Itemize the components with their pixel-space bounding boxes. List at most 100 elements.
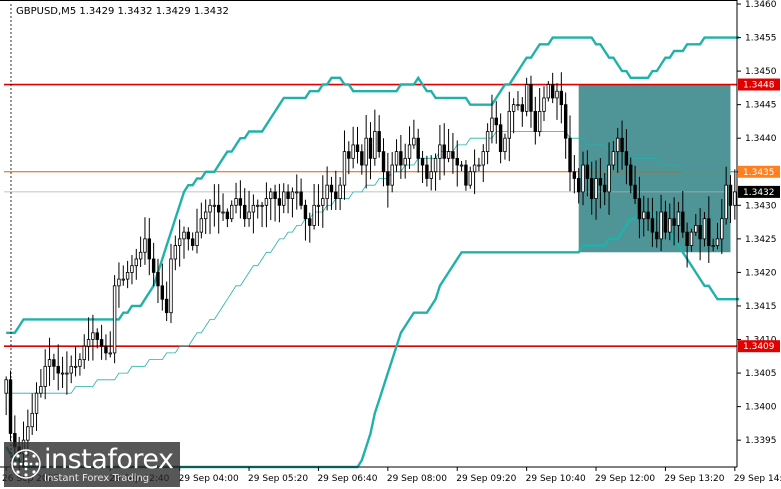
candle-body [177,238,182,246]
candle-body [312,204,316,226]
candle-body [464,164,468,186]
candle-body [277,198,282,206]
candle-body [581,164,585,193]
candle-body [620,137,624,153]
middle-price-label: 1.3435 [743,168,775,178]
candle-body [251,204,256,213]
x-tick-label: 29 Sep 08:00 [387,474,447,484]
candle-body [702,218,707,240]
candle-body [47,359,52,367]
y-tick-label: 1.3445 [745,101,777,111]
candle-body [130,265,134,273]
y-tick-label: 1.3405 [745,369,777,379]
candle-body [290,191,295,199]
candle-body [134,258,138,267]
candle-body [212,204,217,207]
candle-body [17,446,21,454]
y-tick-label: 1.3440 [745,134,777,144]
candle-body [555,90,559,99]
candle-body [99,339,104,347]
candle-body [78,359,82,367]
candle-body [347,151,351,159]
candle-body [282,191,286,206]
candle-body [611,151,616,166]
candle-body [642,211,646,220]
candle-body [442,144,446,159]
candle-body [60,372,65,375]
candle-body [381,151,386,173]
candle-body [234,198,238,206]
candle-body [360,151,364,166]
candle-body [104,345,108,354]
y-tick-label: 1.3395 [745,436,777,446]
candle-body [247,211,251,220]
candle-body [69,365,73,374]
candle-body [425,164,429,179]
candle-body [264,198,269,206]
candle-body [563,104,568,139]
candle-body [616,137,620,153]
candle-body [21,439,26,454]
candle-body [529,84,533,112]
candle-body [34,392,39,414]
candle-body [52,359,56,367]
candle-body [338,184,342,199]
candle-body [451,151,455,159]
candle-body [377,131,381,153]
candle-body [715,238,720,246]
candle-body [260,204,264,207]
candle-body [672,218,676,226]
candle-body [485,131,490,153]
candle-body [143,238,147,253]
candle-body [455,157,459,166]
candle-body [95,332,99,340]
support-price-tag [738,340,780,353]
x-tick-label: 29 Sep 04:00 [179,474,239,484]
candle-body [43,365,47,387]
candle-body [164,298,169,314]
candle-body [39,386,43,394]
candle-body [151,258,156,273]
symbol-info: GBPUSD,M5 1.3429 1.3432 1.3429 1.3432 [16,6,229,17]
candle-body [663,211,668,233]
candle-body [655,231,659,240]
y-tick-label: 1.3420 [745,268,777,278]
candle-body [711,245,715,247]
current-price-tag [738,185,780,198]
candle-body [190,238,195,246]
candle-body [637,198,642,220]
candle-body [511,104,516,112]
x-tick-label: 29 Sep 09:20 [456,474,516,484]
candle-body [724,184,728,220]
candle-body [308,218,312,226]
y-tick-label: 1.3425 [745,235,777,245]
candle-body [147,238,152,260]
candle-body [221,211,225,214]
candle-body [494,117,498,126]
candle-body [216,204,221,213]
y-tick-label: 1.3415 [745,302,777,312]
candle-body [286,191,290,199]
candle-body [30,412,34,428]
candle-body [694,225,698,233]
candle-body [629,164,633,186]
candle-body [230,204,234,220]
candle-body [156,272,160,287]
candle-body [355,144,360,153]
resistance-price-tag [738,78,780,91]
candle-body [73,365,78,368]
candle-body [438,144,442,159]
x-tick-label: 29 Sep 06:40 [317,474,377,484]
candle-body [299,191,303,206]
candle-body [273,191,277,199]
candle-body [559,90,564,106]
candle-body [429,171,433,179]
candle-body [490,117,494,132]
candle-body [186,231,191,240]
support-price-label: 1.3409 [743,342,775,352]
candle-body [707,218,711,246]
candle-body [138,251,143,260]
candle-body [325,184,329,199]
candle-body [86,339,91,347]
